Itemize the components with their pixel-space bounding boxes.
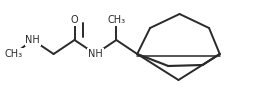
Text: CH₃: CH₃ — [5, 49, 23, 59]
Text: O: O — [71, 15, 78, 25]
Text: CH₃: CH₃ — [107, 15, 125, 25]
Text: NH: NH — [88, 49, 103, 59]
Text: NH: NH — [25, 35, 40, 45]
